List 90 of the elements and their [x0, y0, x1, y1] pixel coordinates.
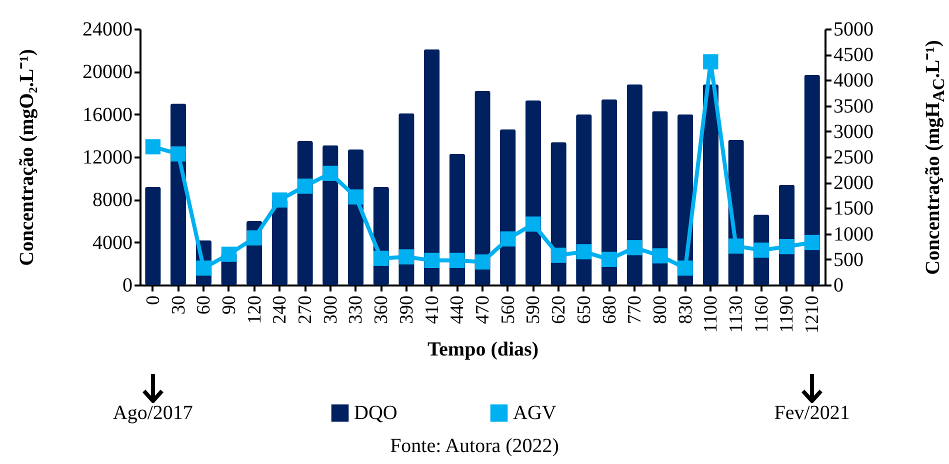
- point: [246, 230, 262, 246]
- x-tick-label: 270: [295, 296, 316, 324]
- y2-tick-label: 500: [834, 248, 864, 271]
- x-tick-label: 360: [371, 296, 392, 324]
- annotation: Ago/2017: [112, 402, 193, 424]
- x-tick-label: 90: [218, 296, 240, 314]
- point: [398, 249, 414, 264]
- x-tick-label: 620: [548, 296, 570, 324]
- x-tick-label: 390: [396, 296, 418, 324]
- point: [145, 139, 161, 154]
- x-tick-label: 800: [650, 296, 671, 324]
- legend-label: DQO: [354, 402, 398, 424]
- point: [652, 248, 668, 264]
- point: [576, 244, 592, 260]
- y-tick-label: 20000: [82, 61, 132, 84]
- y-tick-label: 4000: [92, 232, 132, 254]
- bar: [576, 114, 592, 285]
- y-tick-label: 16000: [82, 104, 132, 126]
- x-axis-title: Tempo (dias): [428, 338, 538, 360]
- point: [272, 192, 288, 208]
- x-tick-label: 1130: [726, 296, 748, 333]
- y2-tick-label: 0: [834, 274, 844, 296]
- point: [602, 252, 617, 267]
- point: [474, 254, 490, 270]
- x-tick-label: 240: [270, 296, 291, 324]
- bar: [398, 113, 414, 285]
- y-tick-label: 8000: [92, 189, 132, 212]
- x-tick-label: 1190: [776, 296, 798, 333]
- point: [550, 248, 566, 263]
- point: [221, 246, 237, 262]
- point: [424, 252, 440, 268]
- x-tick-label: 300: [320, 296, 342, 324]
- bar: [322, 145, 338, 285]
- y2-tick-label: 4000: [834, 70, 874, 92]
- x-tick-label: 1210: [802, 296, 824, 334]
- x-tick-label: 470: [472, 296, 494, 324]
- point: [804, 234, 820, 250]
- point: [728, 238, 744, 254]
- x-tick-label: 60: [194, 296, 215, 314]
- bar: [626, 84, 642, 285]
- y-tick-label: 12000: [82, 146, 132, 168]
- point: [450, 252, 465, 268]
- x-tick-label: 440: [447, 296, 468, 324]
- bar: [652, 111, 668, 285]
- bar: [804, 74, 820, 285]
- bar: [145, 186, 161, 285]
- x-tick-label: 120: [244, 296, 266, 324]
- y2-tick-label: 1500: [834, 198, 874, 220]
- point: [297, 178, 313, 194]
- y-tick-label: 24000: [82, 18, 132, 40]
- bar: [424, 49, 440, 285]
- y-axis-title: Concentração (mgO₂.L⁻¹): [14, 48, 38, 266]
- x-tick-label: 680: [599, 296, 620, 324]
- point: [779, 239, 794, 254]
- point: [170, 146, 186, 162]
- bar: [601, 99, 618, 285]
- x-tick-label: 30: [168, 296, 190, 314]
- y2-tick-label: 3500: [834, 95, 874, 118]
- x-tick-label: 770: [624, 296, 646, 324]
- bar: [500, 129, 516, 285]
- point: [322, 166, 338, 181]
- x-tick-label: 1160: [751, 296, 772, 333]
- y2-tick-label: 2000: [834, 172, 874, 194]
- point: [526, 216, 541, 232]
- point: [627, 240, 642, 256]
- point: [500, 231, 516, 247]
- annotation: Fev/2021: [774, 402, 850, 424]
- x-tick-label: 830: [675, 296, 696, 324]
- y2-tick-label: 2500: [834, 146, 874, 168]
- x-tick-label: 650: [574, 296, 595, 324]
- x-tick-label: 0: [142, 296, 164, 305]
- point: [348, 189, 364, 205]
- x-tick-label: 1100: [700, 296, 722, 333]
- point: [678, 260, 693, 276]
- point: [754, 242, 769, 258]
- bar: [525, 100, 542, 285]
- source-note: Fonte: Autora (2022): [389, 435, 560, 458]
- y2-tick-label: 3000: [834, 120, 874, 143]
- y-tick-label: 0: [122, 274, 132, 296]
- x-tick-label: 560: [498, 296, 519, 324]
- x-tick-label: 330: [346, 296, 367, 324]
- legend-label: AGV: [513, 402, 557, 424]
- x-tick-label: 590: [523, 296, 544, 324]
- point: [703, 54, 718, 70]
- bar: [474, 90, 490, 285]
- x-tick-label: 410: [422, 296, 443, 324]
- y2-tick-label: 5000: [834, 18, 874, 40]
- y2-tick-label: 4500: [834, 44, 874, 66]
- point: [374, 250, 389, 266]
- y2-tick-label: 1000: [834, 223, 874, 246]
